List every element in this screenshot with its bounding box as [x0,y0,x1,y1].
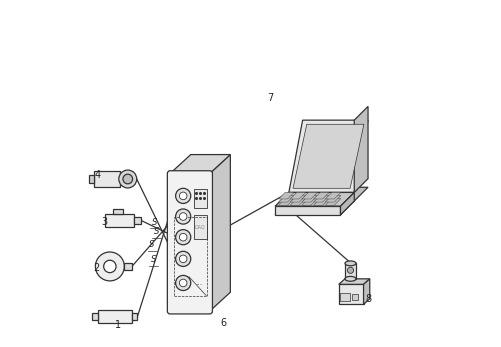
Polygon shape [293,124,363,188]
Bar [124,263,132,270]
Circle shape [123,174,132,184]
Circle shape [104,260,116,273]
Polygon shape [338,279,369,284]
Text: 1: 1 [115,320,121,330]
Circle shape [179,213,186,220]
Polygon shape [340,193,354,215]
Polygon shape [288,187,367,201]
Bar [134,217,141,224]
Ellipse shape [344,277,355,281]
Text: 3: 3 [101,217,108,227]
Text: 7: 7 [266,93,273,103]
Bar [98,310,132,323]
Polygon shape [278,195,294,202]
Text: S: S [151,255,156,264]
Polygon shape [278,198,294,205]
Bar [174,217,206,296]
Circle shape [95,252,124,281]
Polygon shape [275,206,340,215]
FancyBboxPatch shape [167,171,212,314]
Polygon shape [301,195,317,202]
Bar [193,189,206,208]
Circle shape [179,279,186,287]
Circle shape [175,276,190,290]
Polygon shape [290,192,305,199]
Polygon shape [275,201,354,215]
Bar [338,284,363,304]
Bar [105,214,134,227]
Bar [132,313,137,321]
Circle shape [175,230,190,245]
Ellipse shape [344,261,355,266]
Bar [92,313,98,321]
Text: ...: ... [195,278,202,287]
Bar [340,293,349,301]
Text: 2: 2 [93,263,99,273]
Circle shape [179,234,186,241]
Polygon shape [209,154,230,311]
Polygon shape [363,279,369,304]
Circle shape [175,251,190,266]
Polygon shape [313,195,329,202]
Polygon shape [290,198,305,205]
Bar [89,175,94,183]
Text: S: S [153,227,159,236]
Polygon shape [313,192,329,199]
Circle shape [179,192,186,200]
Circle shape [347,267,353,273]
Bar [94,171,120,187]
Polygon shape [325,192,340,199]
Bar [351,294,357,300]
Text: 6: 6 [220,318,226,328]
Circle shape [175,188,190,203]
Polygon shape [354,107,367,193]
Text: S: S [149,240,154,249]
Polygon shape [275,193,354,206]
Polygon shape [325,198,340,205]
Polygon shape [288,120,367,193]
Text: DAQ: DAQ [194,225,205,229]
Text: 8: 8 [364,294,370,304]
Bar [344,263,355,279]
Polygon shape [301,198,317,205]
Text: 4: 4 [95,170,101,180]
Polygon shape [325,195,340,202]
Bar [193,215,206,239]
Circle shape [119,170,136,188]
Polygon shape [290,195,305,202]
Polygon shape [301,192,317,199]
Polygon shape [278,192,294,199]
Text: S: S [151,218,157,227]
Polygon shape [170,154,230,174]
Polygon shape [313,198,329,205]
Circle shape [175,209,190,224]
Bar [113,209,123,214]
Circle shape [179,255,186,263]
